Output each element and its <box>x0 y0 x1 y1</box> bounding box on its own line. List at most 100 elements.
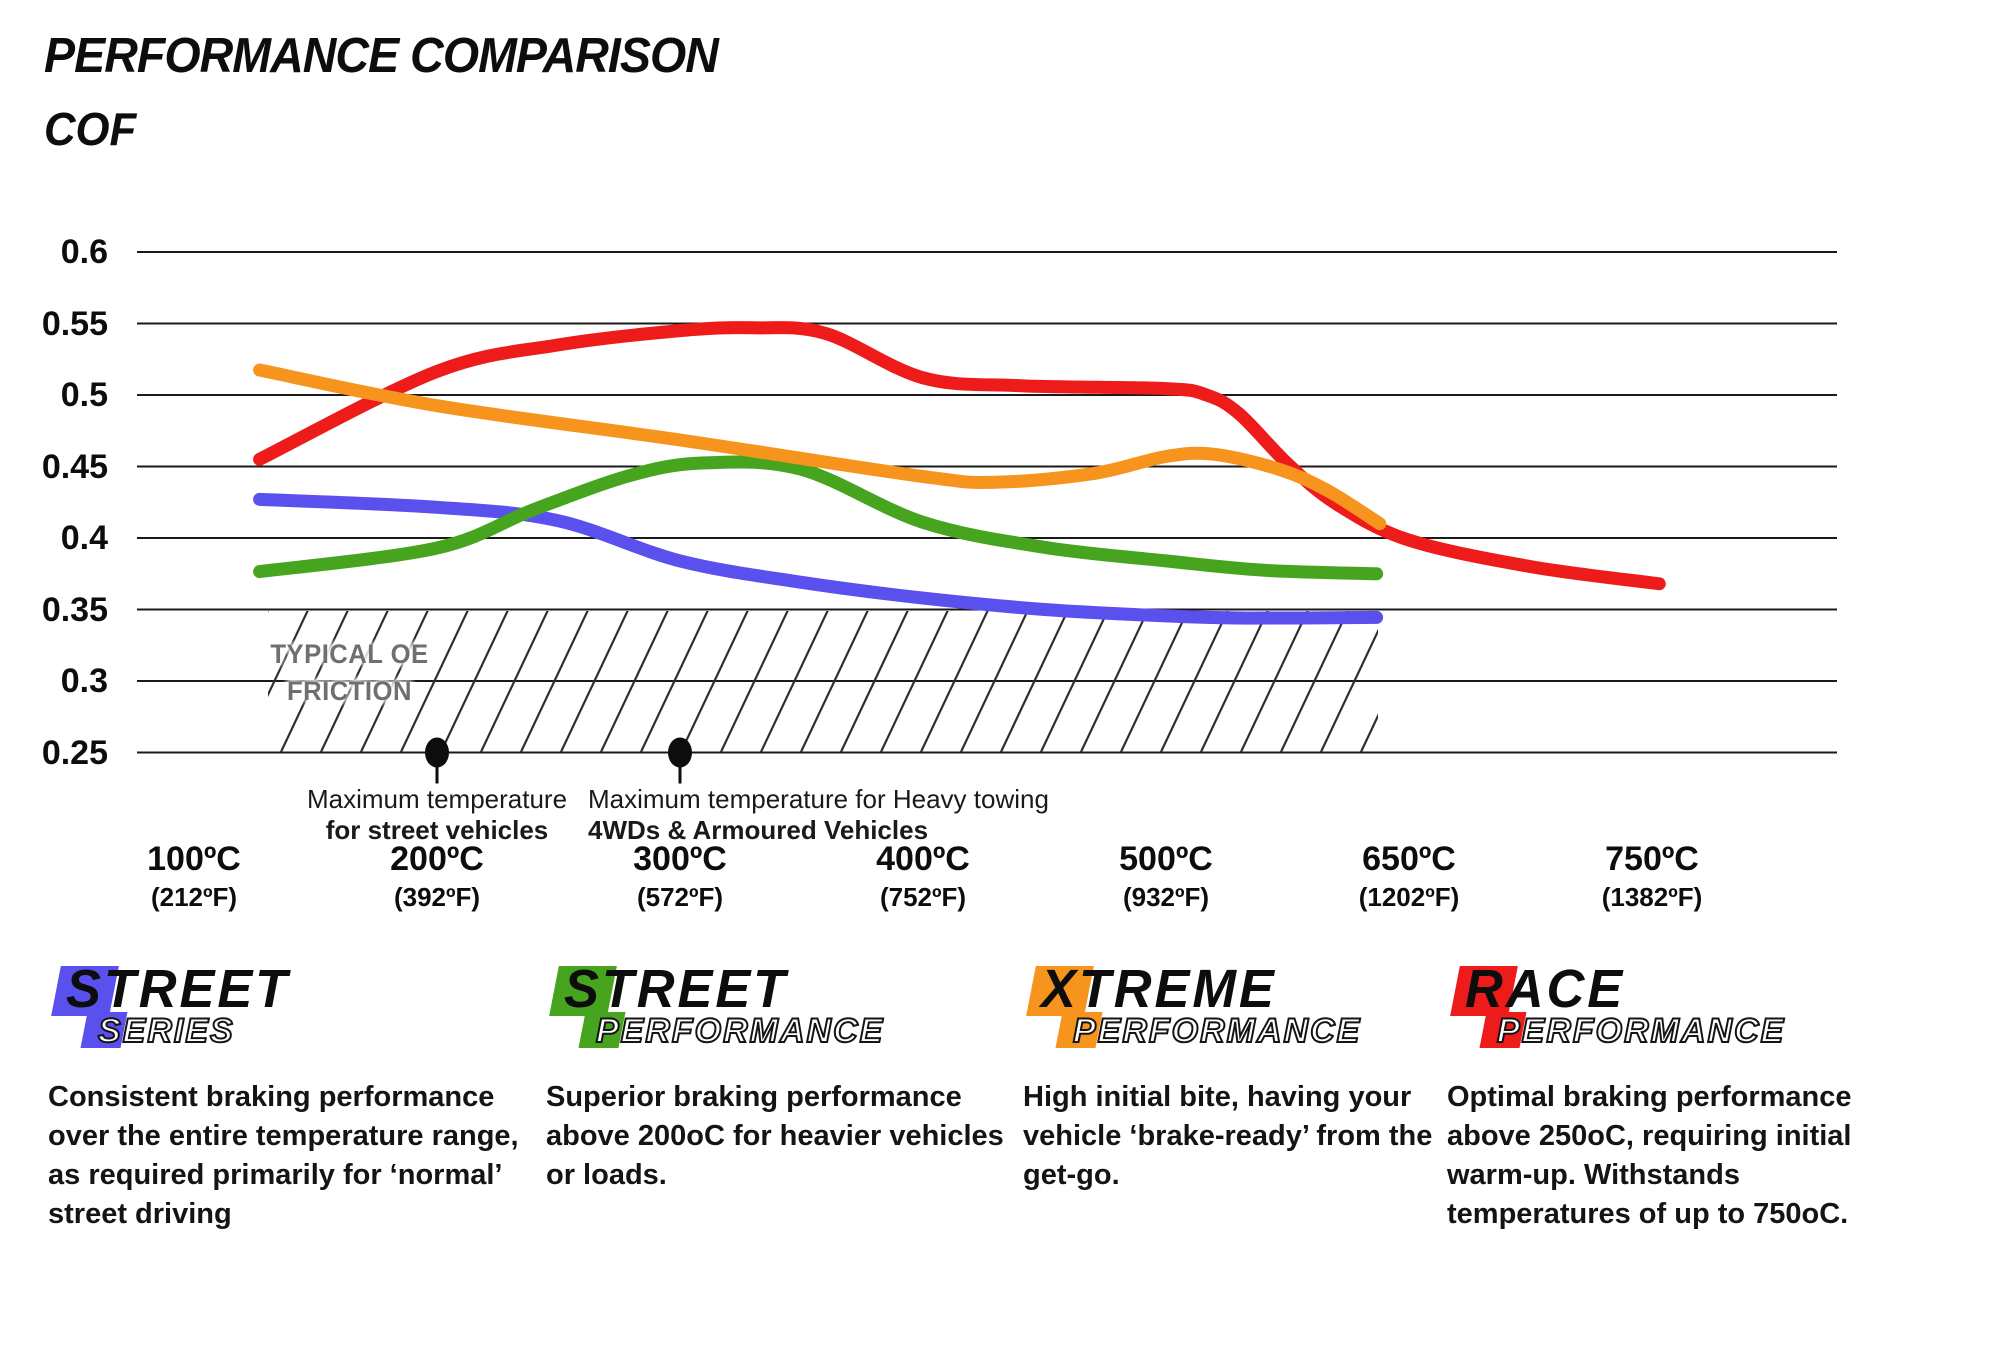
hatch-line <box>1159 611 1229 753</box>
x-tick-fahrenheit: (392ºF) <box>393 882 481 912</box>
hatch-line <box>799 611 869 753</box>
typical-oe-line2: FRICTION <box>287 676 412 706</box>
hatch-line <box>639 611 709 753</box>
x-tick-celsius: 650ºC <box>1362 840 1456 878</box>
badge-word-sub: PERFORMANCE <box>1072 1011 1362 1051</box>
legend-card-race-performance: RACE PERFORMANCE Optimal braking performan… <box>1447 959 1905 1234</box>
hatch-line <box>319 611 389 753</box>
brand-badge: STREET SERIES <box>48 959 542 1062</box>
annotation-line1: Maximum temperature for Heavy towing <box>588 784 1049 814</box>
gridlines <box>137 251 1837 754</box>
hatch-line <box>399 611 469 753</box>
x-tick-celsius: 750ºC <box>1605 840 1699 878</box>
series-line-xtreme-performance <box>253 363 1387 531</box>
annotation-line2: 4WDs & Armoured Vehicles <box>588 815 929 845</box>
x-axis-tick: 750ºC (1382ºF) <box>1542 840 1762 912</box>
series-line-street-performance <box>253 455 1384 581</box>
hatch-line <box>279 611 349 753</box>
hatch-line <box>1119 611 1189 753</box>
annotation-text: Maximum temperature for Heavy towing 4WDs… <box>588 784 1128 846</box>
brand-badge: RACE PERFORMANCE <box>1447 959 1905 1062</box>
brand-badge: XTREME PERFORMANCE <box>1023 959 1448 1062</box>
hatch-line <box>919 611 989 753</box>
y-axis-label: 0.3 <box>60 662 108 700</box>
legend-card-xtreme-performance: XTREME PERFORMANCE High initial bite, havi… <box>1023 959 1448 1195</box>
hatch-line <box>959 611 1029 753</box>
annotation-dot <box>425 737 449 768</box>
typical-oe-friction-band <box>268 611 1378 753</box>
y-axis-title: COF <box>44 103 137 155</box>
hatch-line <box>268 611 309 698</box>
hatch-line <box>1039 611 1109 753</box>
x-tick-fahrenheit: (212ºF) <box>150 882 238 912</box>
annotation-line2: for street vehicles <box>325 815 549 845</box>
badge-word-sub: PERFORMANCE <box>1496 1011 1786 1051</box>
badge-word-main: RACE <box>1465 959 1626 1019</box>
x-tick-celsius: 200ºC <box>390 840 484 878</box>
x-tick-celsius: 100ºC <box>147 840 241 878</box>
hatch-line <box>759 611 829 753</box>
legend-description: Optimal braking performance above 250oC,… <box>1447 1081 1852 1230</box>
x-axis-tick: 650ºC (1202ºF) <box>1299 840 1519 912</box>
typical-oe-line1: TYPICAL OE <box>270 639 429 669</box>
annotation-line1: Maximum temperature <box>306 784 568 814</box>
x-tick-fahrenheit: (572ºF) <box>636 882 724 912</box>
hatch-line <box>1359 713 1378 753</box>
hatch-line <box>439 611 509 753</box>
legend-card-street-performance: STREET PERFORMANCE Superior braking perfor… <box>546 959 1026 1195</box>
x-tick-fahrenheit: (752ºF) <box>879 882 967 912</box>
y-axis-label: 0.25 <box>41 733 108 772</box>
hatch-line <box>679 611 749 753</box>
hatch-line <box>999 611 1069 753</box>
hatch-line <box>359 611 429 753</box>
badge-word-main: STREET <box>564 959 789 1019</box>
x-axis-tick: 400ºC (752ºF) <box>813 840 1033 912</box>
hatch-line <box>1279 611 1349 753</box>
x-axis-tick: 500ºC (932ºF) <box>1056 840 1276 912</box>
hatch-line <box>519 611 589 753</box>
y-axis-label: 0.5 <box>60 376 108 414</box>
badge-word-main: XTREME <box>1041 959 1277 1019</box>
y-axis-label: 0.4 <box>60 519 108 557</box>
annotation-markers <box>425 737 692 784</box>
x-tick-celsius: 500ºC <box>1119 840 1213 878</box>
series-line-race-performance <box>253 321 1666 591</box>
x-axis-tick: 100ºC (212ºF) <box>84 840 304 912</box>
hatch-line <box>1239 611 1309 753</box>
page-title: PERFORMANCE COMPARISON <box>44 29 719 83</box>
hatch-line <box>839 611 909 753</box>
hatch-line <box>1079 611 1149 753</box>
y-axis-label: 0.35 <box>41 590 108 629</box>
y-axis-label: 0.6 <box>60 233 108 271</box>
x-tick-celsius: 300ºC <box>633 840 727 878</box>
legend-card-street-series: STREET SERIES Consistent braking performan… <box>48 959 542 1234</box>
x-tick-fahrenheit: (1382ºF) <box>1601 882 1703 912</box>
legend-description: High initial bite, having your vehicle ‘… <box>1023 1081 1433 1191</box>
typical-oe-friction-label: TYPICAL OE FRICTION <box>264 636 435 710</box>
y-axis-label: 0.55 <box>41 304 108 343</box>
x-tick-celsius: 400ºC <box>876 840 970 878</box>
series-line-street-series <box>253 492 1384 625</box>
x-axis-tick: 200ºC (392ºF) <box>327 840 547 912</box>
legend-description: Superior braking performance above 200oC… <box>546 1081 1004 1191</box>
y-axis-label: 0.45 <box>41 447 108 486</box>
badge-word-main: STREET <box>66 959 291 1019</box>
hatch-line <box>599 611 669 753</box>
hatch-line <box>719 611 789 753</box>
hatch-line <box>1199 611 1269 753</box>
x-tick-fahrenheit: (1202ºF) <box>1358 882 1460 912</box>
brand-badge: STREET PERFORMANCE <box>546 959 1026 1062</box>
x-axis-tick: 300ºC (572ºF) <box>570 840 790 912</box>
badge-word-sub: PERFORMANCE <box>595 1011 885 1051</box>
badge-word-sub: SERIES <box>97 1011 235 1051</box>
hatch-line <box>479 611 549 753</box>
legend-description: Consistent braking performance over the … <box>48 1081 519 1230</box>
annotation-dot <box>668 737 692 768</box>
hatch-line <box>879 611 949 753</box>
hatch-line <box>1319 628 1378 753</box>
x-tick-fahrenheit: (932ºF) <box>1122 882 1210 912</box>
hatch-line <box>559 611 629 753</box>
series-curves <box>253 321 1666 625</box>
